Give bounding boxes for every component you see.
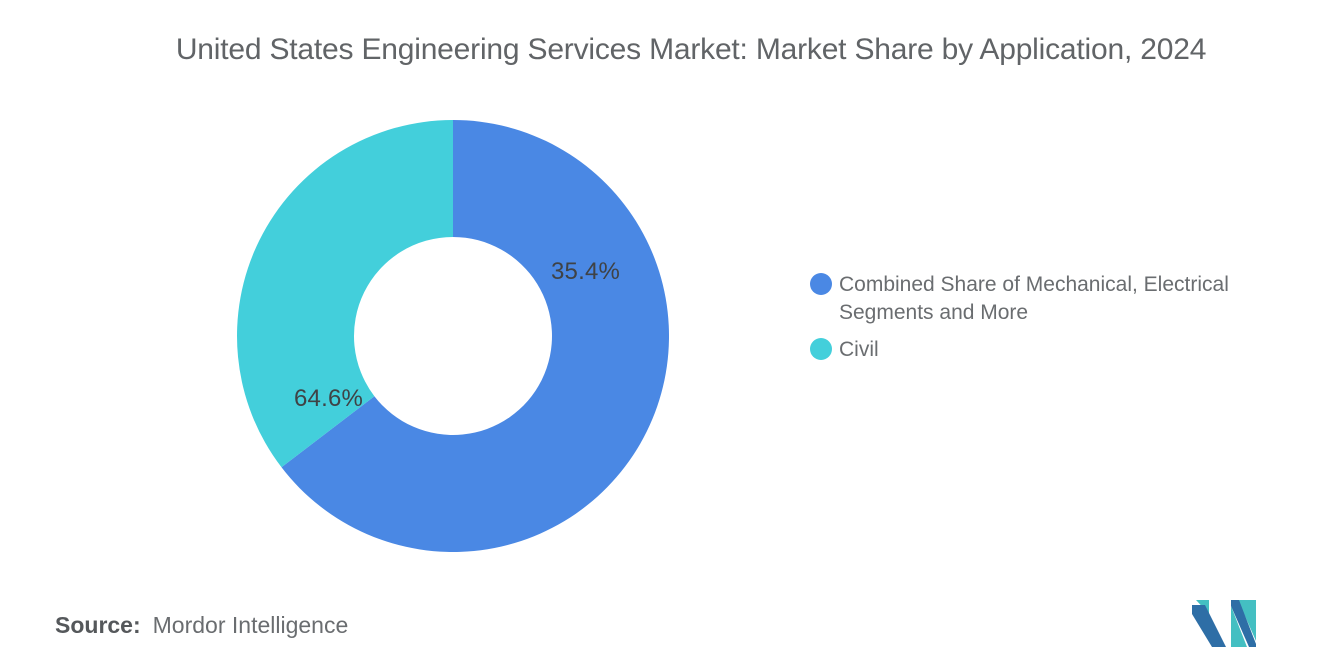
pie-slice-0	[281, 120, 669, 552]
source-attribution: Source: Mordor Intelligence	[55, 612, 348, 639]
legend-item-label: Combined Share of Mechanical, Electrical…	[839, 273, 1229, 324]
legend-item-civil: Civil	[810, 336, 1271, 364]
logo-polygon	[1231, 606, 1247, 647]
legend-item-mechanical-electrical: Combined Share of Mechanical, Electrical…	[810, 271, 1271, 327]
legend-dot-icon	[810, 338, 832, 360]
donut-chart	[237, 120, 669, 552]
legend-dot-icon	[810, 273, 832, 295]
legend-item-label: Civil	[839, 338, 879, 361]
logo-polygon	[1231, 600, 1256, 647]
pie-slice-1	[237, 120, 453, 468]
slice-label-mechanical-electrical: 64.6%	[294, 385, 364, 412]
chart-title: United States Engineering Services Marke…	[175, 33, 1207, 66]
chart-legend: Combined Share of Mechanical, Electrical…	[810, 271, 1271, 364]
logo-polygon	[1192, 605, 1226, 647]
source-value: Mordor Intelligence	[152, 612, 349, 638]
mordor-intelligence-logo	[1192, 600, 1256, 647]
slice-label-civil: 35.4%	[551, 258, 621, 285]
source-label: Source:	[55, 612, 141, 638]
